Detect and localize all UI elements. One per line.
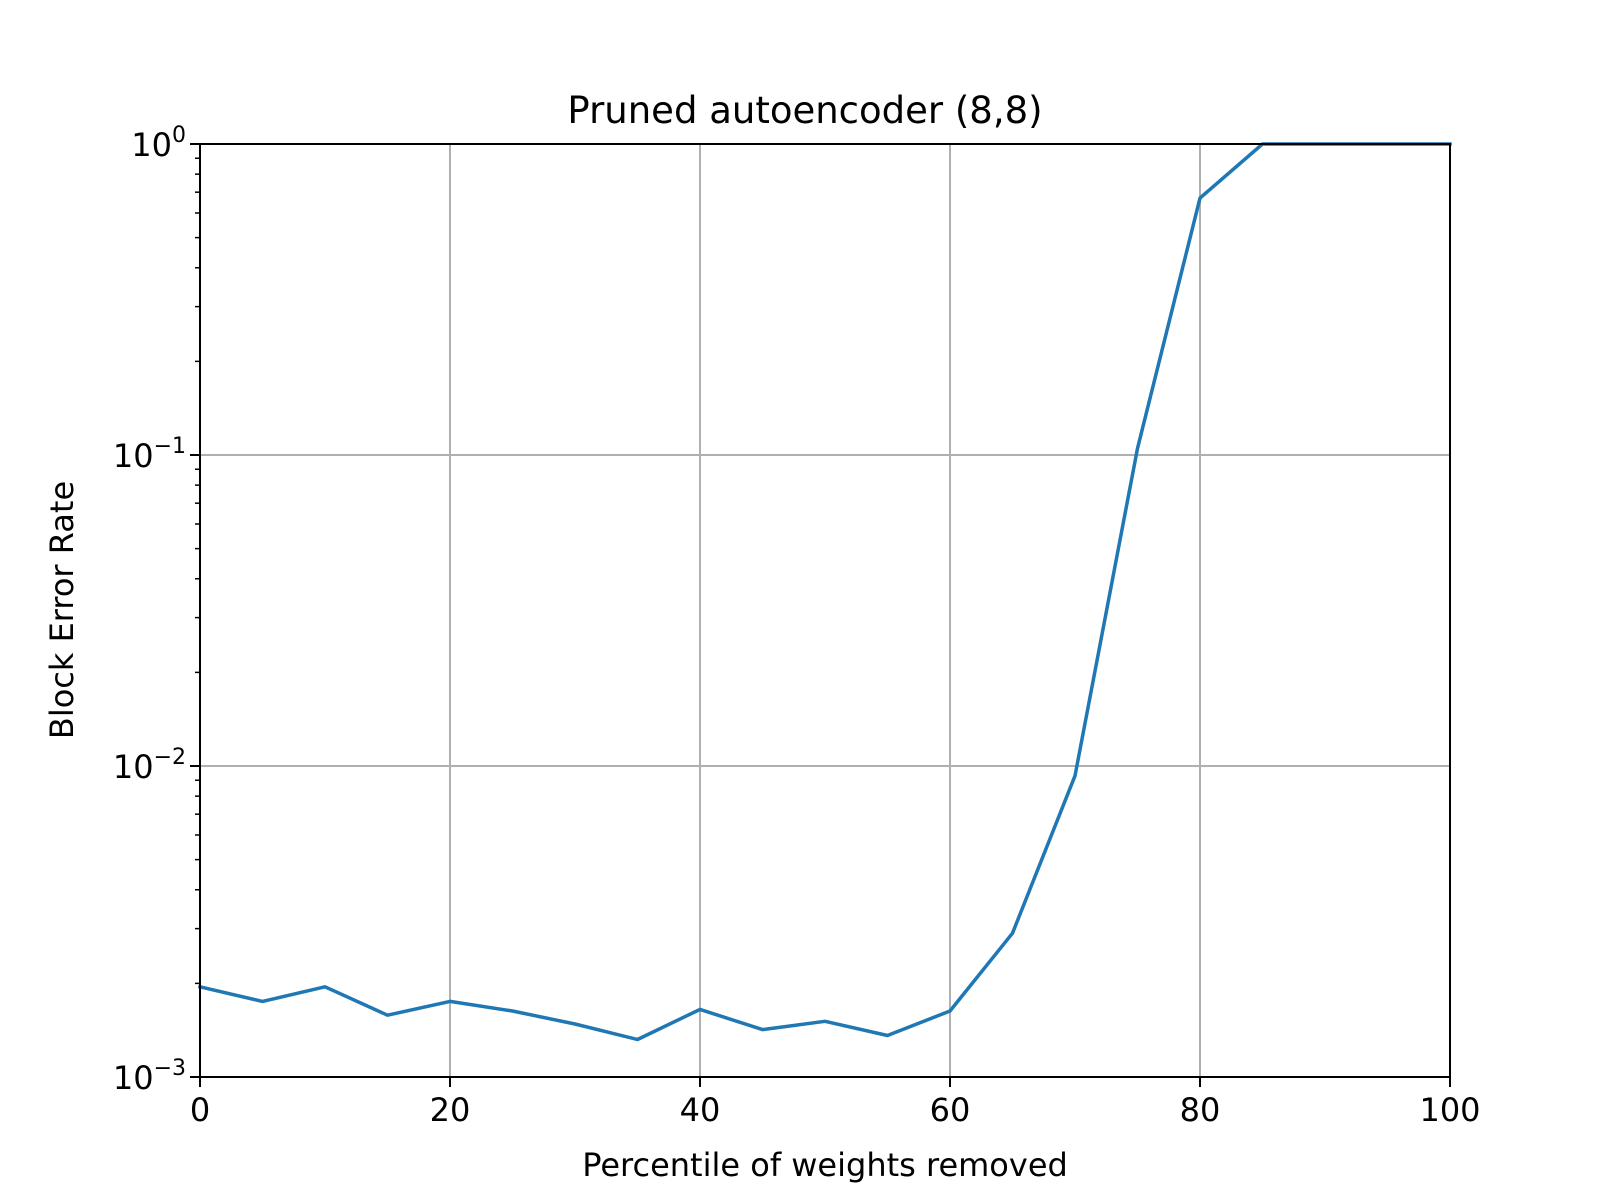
plot-frame <box>199 143 1451 1078</box>
chart-title: Pruned autoencoder (8,8) <box>567 89 1042 132</box>
x-tick-label: 80 <box>1180 1091 1221 1129</box>
x-tick-label: 100 <box>1419 1091 1480 1129</box>
y-tick-base: 10 <box>131 126 172 164</box>
y-axis-label: Block Error Rate <box>43 481 81 739</box>
series-line <box>197 142 1452 1042</box>
x-tick-label: 20 <box>430 1091 471 1129</box>
y-tick-label: 10−2 <box>113 745 186 786</box>
y-tick-label: 100 <box>131 123 186 164</box>
x-tick-label: 40 <box>680 1091 721 1129</box>
y-tick-base: 10 <box>113 1059 154 1097</box>
y-tick-base: 10 <box>113 748 154 786</box>
y-tick-base: 10 <box>113 437 154 475</box>
grid-lines <box>199 143 1451 1078</box>
series-layer <box>197 142 1452 1042</box>
y-tick-exponent: −1 <box>154 434 186 459</box>
x-axis-label: Percentile of weights removed <box>582 1146 1068 1184</box>
y-tick-exponent: −2 <box>154 745 186 770</box>
y-tick-exponent: 0 <box>172 123 186 148</box>
y-tick-label: 10−1 <box>113 434 186 475</box>
y-tick-exponent: −3 <box>154 1056 186 1081</box>
y-tick-label: 10−3 <box>113 1056 186 1097</box>
x-tick-label: 60 <box>930 1091 971 1129</box>
x-tick-label: 0 <box>190 1091 210 1129</box>
